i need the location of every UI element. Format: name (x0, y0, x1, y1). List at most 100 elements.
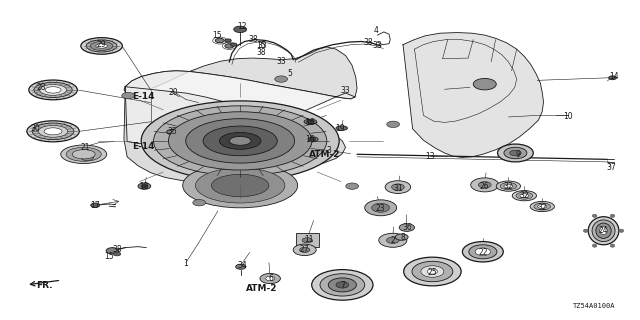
Text: 6: 6 (268, 274, 273, 283)
Circle shape (379, 233, 407, 247)
Circle shape (328, 278, 356, 292)
Ellipse shape (229, 136, 251, 145)
Circle shape (260, 273, 280, 284)
Polygon shape (125, 71, 355, 143)
Circle shape (193, 199, 205, 206)
Ellipse shape (520, 194, 529, 197)
Ellipse shape (611, 244, 614, 247)
Ellipse shape (96, 44, 108, 48)
Text: E-14: E-14 (132, 142, 155, 151)
Circle shape (215, 38, 224, 43)
Circle shape (504, 147, 527, 159)
Circle shape (266, 276, 275, 281)
Text: 1: 1 (184, 259, 188, 268)
Ellipse shape (220, 132, 261, 149)
Ellipse shape (593, 244, 597, 247)
Ellipse shape (496, 181, 520, 191)
Text: 28: 28 (37, 83, 46, 92)
Text: ATM-2: ATM-2 (246, 284, 277, 292)
Circle shape (475, 248, 490, 256)
Circle shape (609, 76, 616, 80)
Text: 15: 15 (212, 31, 221, 40)
Text: 3: 3 (326, 146, 332, 155)
Text: 33: 33 (258, 41, 268, 51)
Circle shape (428, 269, 438, 274)
Text: 38: 38 (112, 245, 122, 254)
Text: 18: 18 (140, 182, 149, 191)
Circle shape (336, 282, 349, 288)
Text: 38: 38 (363, 38, 372, 47)
Circle shape (468, 245, 497, 259)
Circle shape (478, 182, 491, 188)
Circle shape (167, 129, 177, 134)
Ellipse shape (81, 38, 122, 54)
Ellipse shape (211, 174, 269, 197)
Circle shape (122, 92, 134, 99)
Ellipse shape (538, 204, 547, 208)
Text: 15: 15 (257, 41, 266, 50)
Polygon shape (124, 47, 357, 99)
Circle shape (385, 181, 411, 194)
Ellipse shape (34, 82, 72, 98)
Text: 23: 23 (375, 204, 385, 213)
Ellipse shape (516, 192, 532, 199)
Text: FR.: FR. (36, 281, 52, 290)
Ellipse shape (27, 121, 79, 142)
Circle shape (307, 120, 314, 124)
Ellipse shape (45, 87, 61, 93)
Text: 32: 32 (538, 203, 547, 212)
Ellipse shape (512, 191, 536, 201)
Circle shape (275, 76, 287, 82)
Text: 17: 17 (90, 201, 100, 210)
Text: 29: 29 (97, 40, 106, 49)
Text: 15: 15 (104, 252, 114, 261)
Ellipse shape (530, 201, 554, 212)
Text: 11: 11 (305, 235, 314, 244)
Text: 2: 2 (390, 236, 395, 245)
Circle shape (106, 248, 119, 254)
Circle shape (230, 43, 237, 46)
Text: 38: 38 (257, 48, 266, 57)
Polygon shape (403, 33, 543, 157)
Ellipse shape (182, 163, 298, 208)
Text: 36: 36 (402, 223, 412, 232)
Text: 10: 10 (563, 112, 573, 121)
Text: 8: 8 (400, 233, 404, 242)
Ellipse shape (44, 128, 62, 135)
Circle shape (372, 203, 390, 212)
Text: 9: 9 (516, 150, 520, 159)
Text: E-14: E-14 (132, 92, 155, 101)
Circle shape (497, 144, 533, 162)
Ellipse shape (38, 125, 68, 137)
Ellipse shape (141, 101, 339, 181)
Text: 16: 16 (305, 118, 315, 127)
Circle shape (225, 39, 231, 42)
Ellipse shape (336, 126, 348, 130)
Text: 33: 33 (277, 57, 287, 66)
Polygon shape (124, 87, 346, 182)
Ellipse shape (203, 126, 277, 156)
Text: 14: 14 (609, 72, 619, 81)
Ellipse shape (596, 223, 611, 238)
Bar (296, 233, 319, 247)
Text: 37: 37 (606, 163, 616, 172)
Text: 35: 35 (167, 127, 177, 136)
Circle shape (387, 121, 399, 127)
Ellipse shape (86, 40, 117, 52)
Circle shape (234, 26, 246, 33)
Ellipse shape (504, 184, 513, 188)
Text: 33: 33 (372, 41, 382, 51)
Ellipse shape (600, 227, 607, 235)
Text: 33: 33 (340, 86, 351, 95)
Text: TZ54A0100A: TZ54A0100A (573, 303, 616, 309)
Circle shape (138, 183, 151, 189)
Ellipse shape (72, 150, 95, 159)
Text: 12: 12 (237, 22, 247, 31)
Circle shape (320, 274, 365, 296)
Text: 34: 34 (237, 261, 247, 270)
Text: 32: 32 (520, 191, 529, 200)
Circle shape (387, 237, 399, 244)
Circle shape (308, 137, 316, 141)
Circle shape (509, 150, 521, 156)
Circle shape (404, 257, 461, 286)
